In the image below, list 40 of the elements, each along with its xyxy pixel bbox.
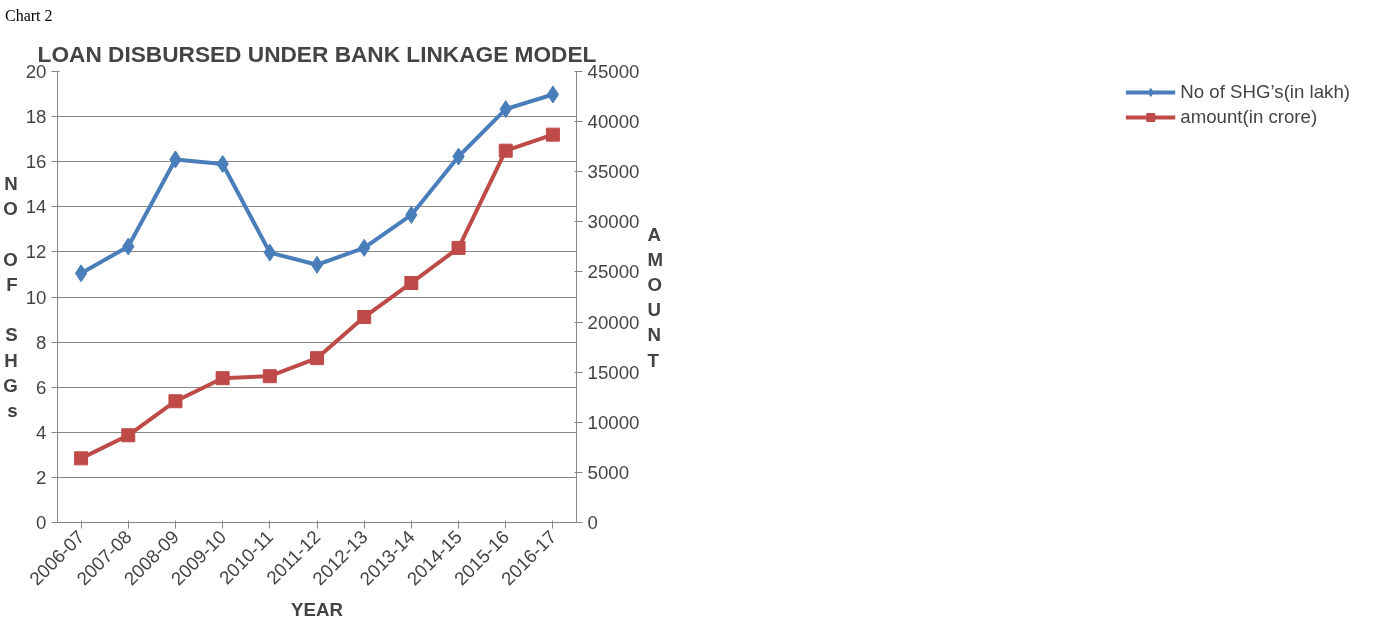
y2-tick-label: 15000 [587, 361, 640, 383]
y-tick-label: 2 [36, 466, 47, 488]
point [404, 275, 419, 290]
x-axis-title: YEAR [291, 598, 344, 620]
y-tick-label: 0 [36, 511, 47, 533]
point [499, 100, 512, 118]
point [121, 428, 136, 443]
y2-axis-title: AMOUNT [647, 223, 663, 371]
point [74, 451, 89, 466]
y-tick-label: 8 [36, 331, 47, 353]
legend-label: No of SHG’s(in lakh) [1180, 80, 1350, 103]
point [310, 255, 324, 274]
y2-tick-label: 10000 [587, 411, 640, 433]
y2-tick-label: 20000 [587, 311, 640, 333]
point [215, 371, 230, 386]
point [168, 394, 183, 409]
y2-tick-label: 40000 [587, 110, 640, 132]
y-tick-label: 6 [36, 376, 47, 398]
y2-tick-label: 25000 [587, 261, 640, 283]
y-tick-label: 16 [25, 151, 47, 173]
point [310, 350, 324, 365]
y-tick-label: 4 [36, 421, 47, 443]
point [546, 85, 560, 104]
legend-label: amount(in crore) [1180, 105, 1318, 128]
y-tick-label: 10 [25, 286, 47, 308]
point [498, 143, 513, 158]
y2-tick-label: 30000 [587, 211, 640, 233]
point [262, 369, 277, 384]
y2-tick-label: 5000 [587, 461, 630, 483]
text: NO OF SHGs [3, 172, 18, 421]
y2-tick-label: 35000 [587, 161, 640, 183]
y2-tick-label: 0 [587, 511, 598, 533]
y-tick-label: 14 [25, 196, 47, 218]
caption: Chart 2 [5, 6, 53, 26]
y-tick-label: 18 [25, 105, 47, 127]
point [74, 264, 88, 283]
point [357, 309, 372, 324]
y-tick-label: 12 [25, 241, 47, 263]
point [451, 240, 466, 255]
point [545, 127, 560, 142]
